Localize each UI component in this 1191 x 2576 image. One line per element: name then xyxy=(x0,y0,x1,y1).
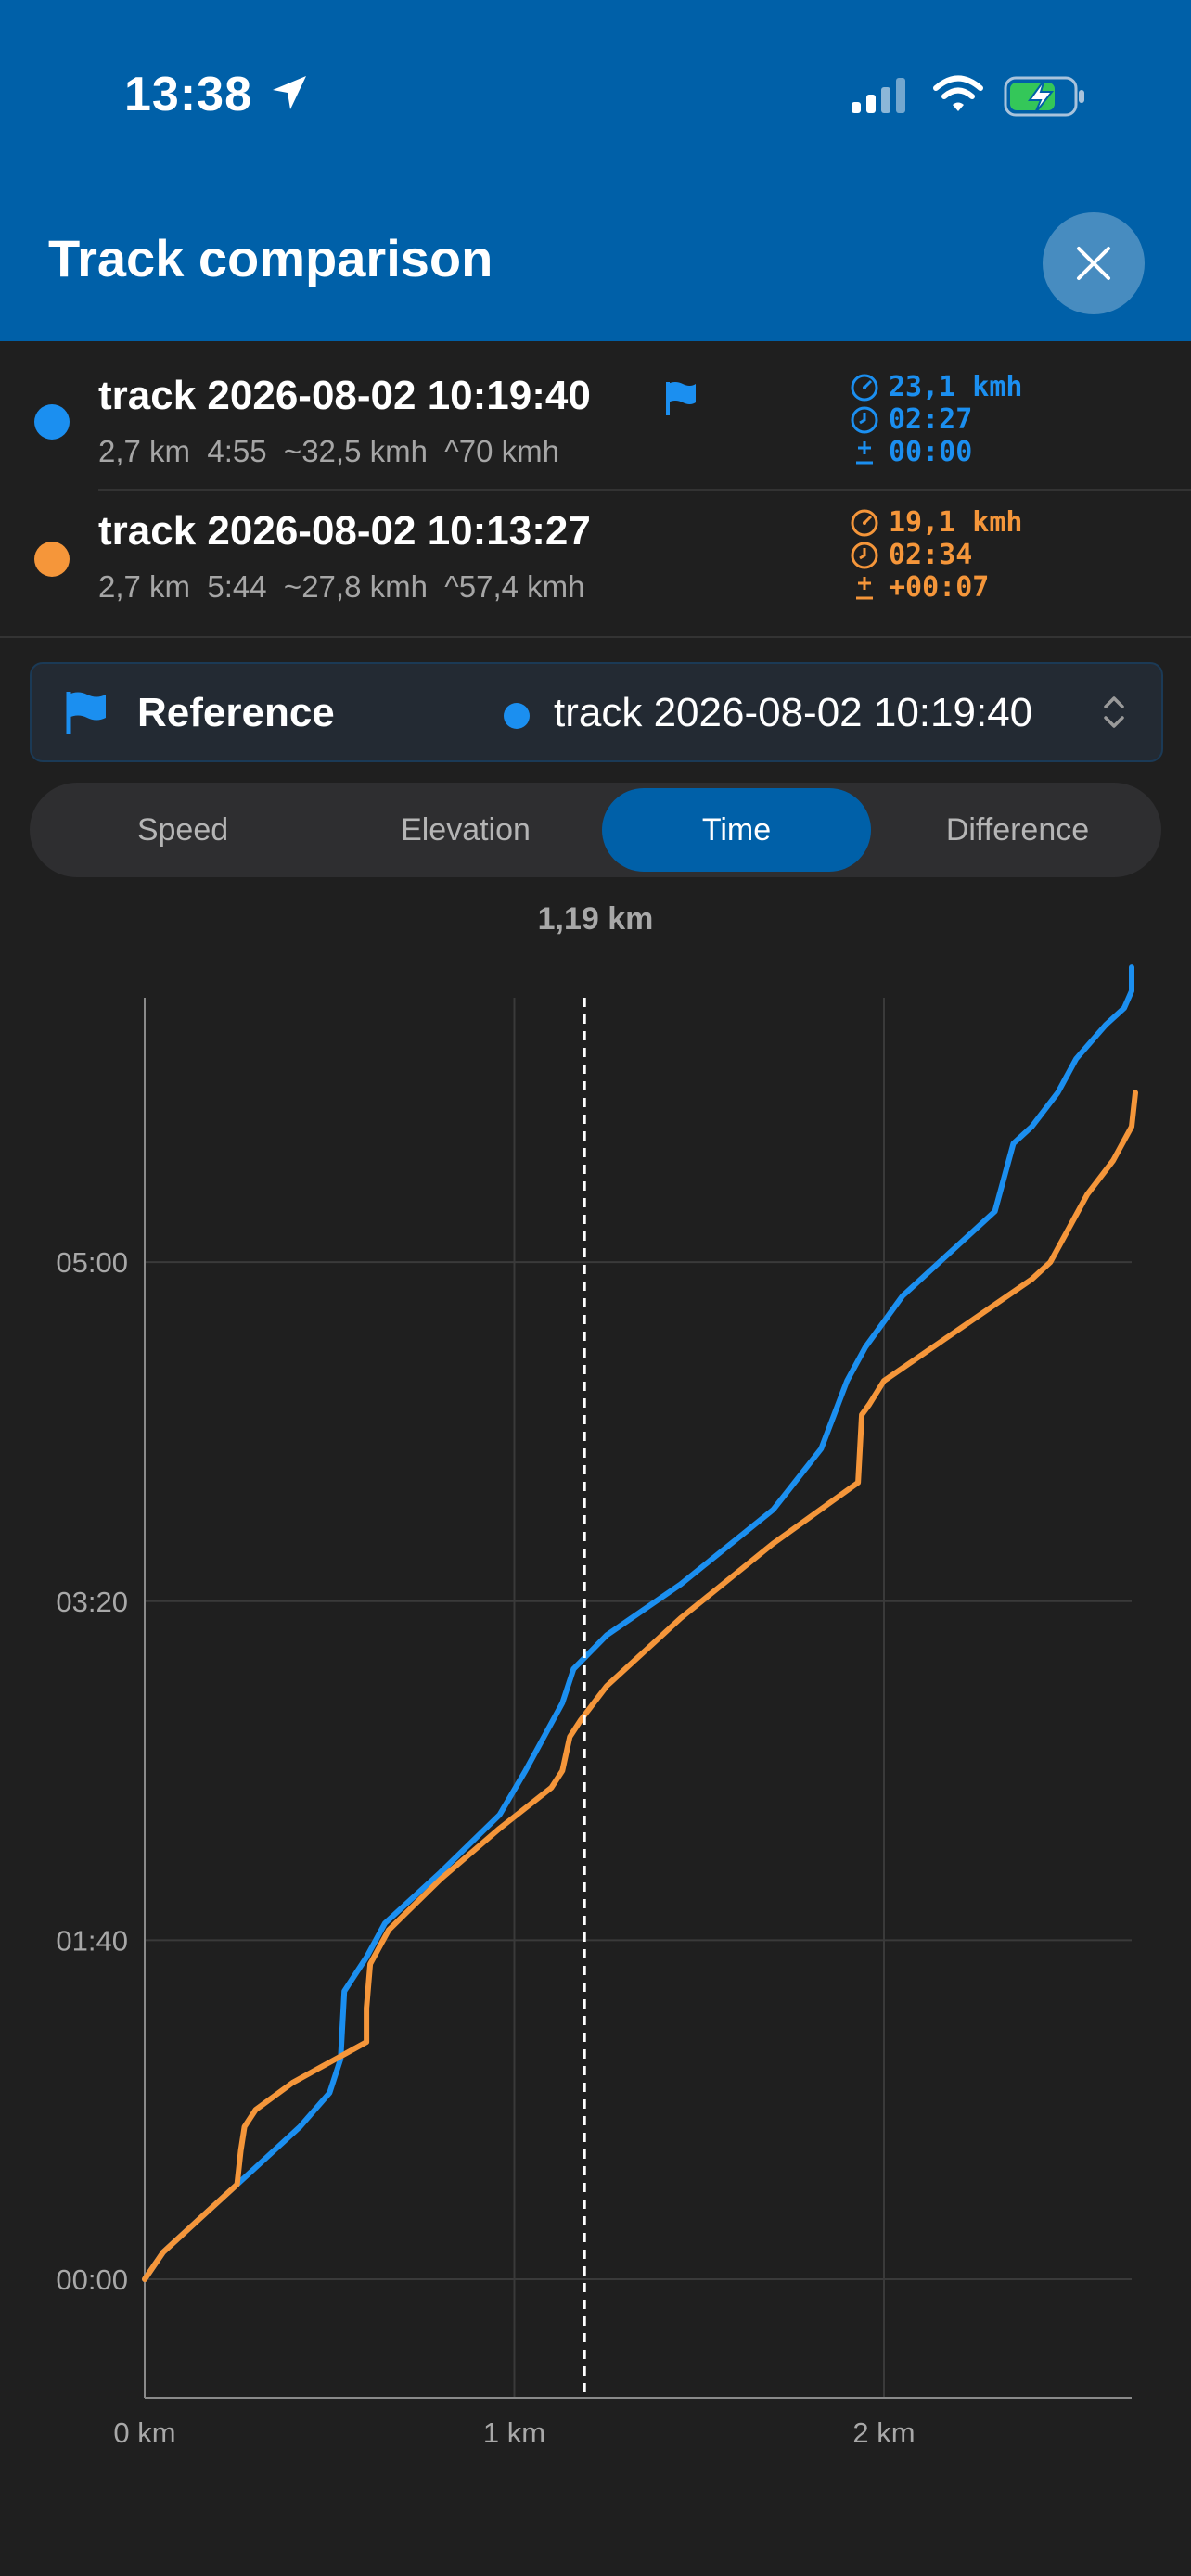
y-tick-label: 05:00 xyxy=(56,1246,128,1279)
close-button[interactable] xyxy=(1043,212,1145,314)
series-line-reference xyxy=(142,964,1134,2282)
y-tick-label: 00:00 xyxy=(56,2264,128,2296)
track-row-reference[interactable]: track 2026-08-02 10:19:40 2,7 km 4:55 ~3… xyxy=(0,352,1191,490)
tab-time[interactable]: Time xyxy=(602,788,871,872)
chart-mode-tabs: Speed Elevation Time Difference xyxy=(30,783,1161,877)
avg-speed-value: 23,1 kmh xyxy=(889,371,1023,403)
location-arrow-icon xyxy=(273,76,306,109)
app-header: 13:38 Track comparison xyxy=(0,0,1191,341)
clock-icon xyxy=(851,406,878,433)
x-tick-label: 1 km xyxy=(483,2417,545,2449)
track-color-dot xyxy=(34,542,70,577)
page-title: Track comparison xyxy=(48,229,493,287)
clock-icon xyxy=(851,542,878,568)
track-summary: 2,7 km 5:44 ~27,8 kmh ^57,4 kmh xyxy=(98,569,585,604)
close-icon xyxy=(1077,247,1110,280)
status-time: 13:38 xyxy=(124,68,252,121)
wifi-icon xyxy=(933,75,983,111)
track-name: track 2026-08-02 10:19:40 xyxy=(98,373,591,418)
reference-label: Reference xyxy=(137,690,335,735)
flag-icon xyxy=(66,692,106,734)
time-value: 02:34 xyxy=(889,539,973,571)
speedometer-icon xyxy=(851,374,878,401)
y-tick-label: 01:40 xyxy=(56,1924,128,1957)
reference-value: track 2026-08-02 10:19:40 xyxy=(554,690,1033,735)
track-stats: 19,1 kmh 02:34 +00:07 xyxy=(850,506,1023,604)
y-tick-label: 03:20 xyxy=(56,1586,128,1618)
cursor-distance-label: 1,19 km xyxy=(537,901,654,937)
row-divider xyxy=(98,489,1191,491)
track-color-dot xyxy=(34,404,70,440)
x-tick-label: 2 km xyxy=(852,2417,915,2449)
series-line-compared xyxy=(142,1090,1138,2282)
track-summary: 2,7 km 4:55 ~32,5 kmh ^70 kmh xyxy=(98,434,559,468)
cellular-signal-icon xyxy=(852,78,905,113)
chevron-up-down-icon xyxy=(1104,696,1124,728)
time-chart[interactable]: 00:00 01:40 03:20 05:00 0 km 1 km 2 km xyxy=(0,927,1191,2467)
speedometer-icon xyxy=(851,509,878,536)
time-difference-value: 00:00 xyxy=(889,436,973,468)
track-name: track 2026-08-02 10:13:27 xyxy=(98,508,591,554)
track-stats: 23,1 kmh 02:27 00:00 xyxy=(850,371,1023,468)
reference-flag-icon xyxy=(666,382,696,415)
reference-picker[interactable]: Reference track 2026-08-02 10:19:40 xyxy=(30,662,1163,762)
plus-minus-icon xyxy=(856,440,873,464)
x-tick-label: 0 km xyxy=(113,2417,175,2449)
tab-speed[interactable]: Speed xyxy=(136,811,229,848)
list-divider xyxy=(0,636,1191,638)
time-value: 02:27 xyxy=(889,403,973,436)
tab-difference[interactable]: Difference xyxy=(945,811,1090,848)
time-difference-value: +00:07 xyxy=(889,571,990,604)
reference-color-dot xyxy=(504,703,530,729)
track-row-compared[interactable]: track 2026-08-02 10:13:27 2,7 km 5:44 ~2… xyxy=(0,490,1191,627)
tab-elevation[interactable]: Elevation xyxy=(401,811,531,848)
avg-speed-value: 19,1 kmh xyxy=(889,506,1023,539)
battery-charging-icon xyxy=(1004,76,1084,117)
plus-minus-icon xyxy=(856,576,873,599)
